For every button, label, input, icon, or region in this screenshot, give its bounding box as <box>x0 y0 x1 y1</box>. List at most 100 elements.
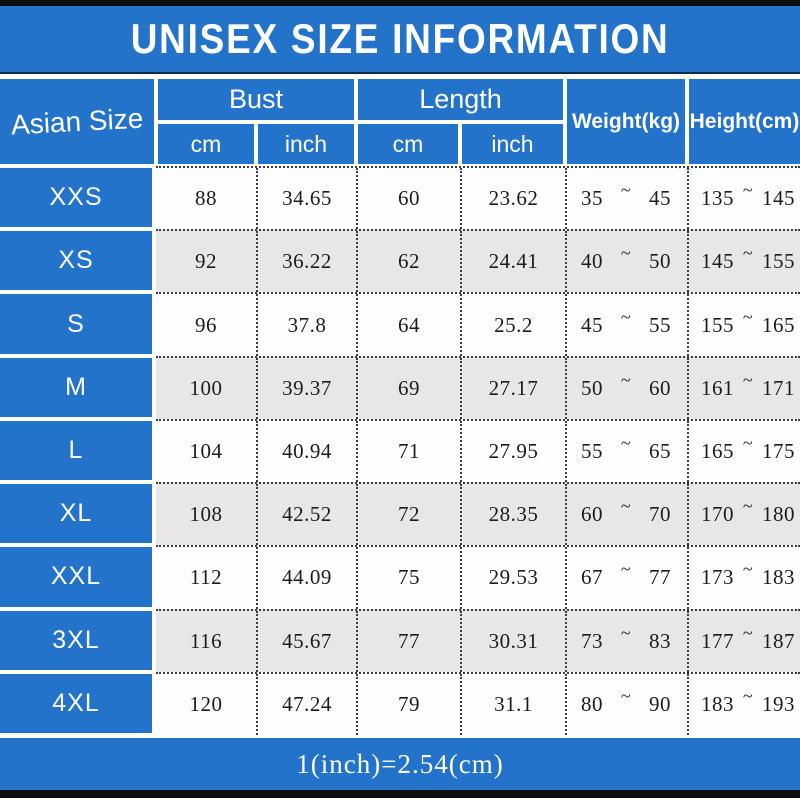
height-range: 161 ~ 171 <box>687 357 800 419</box>
row-values: 112 44.09 75 29.53 67 ~ 77 173 ~ 183 <box>156 545 800 609</box>
bust-cm-value: 100 <box>189 375 223 400</box>
weight-range: 67 ~ 77 <box>565 547 687 609</box>
tilde-separator: ~ <box>620 496 632 517</box>
weight-max-value: 55 <box>649 312 671 337</box>
height-range: 170 ~ 180 <box>687 484 800 546</box>
tilde-separator: ~ <box>620 432 632 453</box>
weight-max-value: 50 <box>649 249 671 274</box>
weight-range: 55 ~ 65 <box>565 420 687 483</box>
length-cm-value: 75 <box>356 547 460 609</box>
table-row: XXL 112 44.09 75 29.53 67 ~ 77 173 ~ 183 <box>0 545 800 609</box>
bust-cm-value: 116 <box>189 628 223 653</box>
row-values: 116 45.67 77 30.31 73 ~ 83 177 ~ 187 <box>156 608 800 672</box>
bust-cm-value: 104 <box>189 438 223 463</box>
length-inch-value: 24.41 <box>460 231 565 293</box>
bust-cm-value: 96 <box>195 312 217 337</box>
row-values: 100 39.37 69 27.17 50 ~ 60 161 ~ 171 <box>156 355 800 419</box>
height-min-value: 161 <box>701 375 734 400</box>
height-max-value: 193 <box>762 691 795 716</box>
height-range: 155 ~ 165 <box>687 294 800 356</box>
height-min-value: 145 <box>701 249 734 274</box>
weight-max-value: 70 <box>649 502 671 527</box>
table-body: XXS 88 34.65 60 23.62 35 ~ 45 135 ~ 145 … <box>0 166 800 735</box>
tilde-separator: ~ <box>620 306 632 327</box>
header-asian-size: Asian Size <box>0 77 156 166</box>
length-inch-value: 27.17 <box>460 357 565 419</box>
table-row: XL 108 42.52 72 28.35 60 ~ 70 170 ~ 180 <box>0 482 800 546</box>
header-bust-inch: inch <box>256 122 356 166</box>
length-inch-value: 25.2 <box>460 294 565 356</box>
table-row: S 96 37.8 64 25.2 45 ~ 55 155 ~ 165 <box>0 292 800 356</box>
length-cm-value: 72 <box>356 484 460 546</box>
table-row: M 100 39.37 69 27.17 50 ~ 60 161 ~ 171 <box>0 355 800 419</box>
tilde-separator: ~ <box>742 180 754 201</box>
height-min-value: 135 <box>701 186 734 211</box>
row-values: 104 40.94 71 27.95 55 ~ 65 165 ~ 175 <box>156 418 800 483</box>
weight-min-value: 35 <box>581 186 603 211</box>
weight-min-value: 40 <box>581 249 603 274</box>
size-label: XXL <box>0 547 152 607</box>
bust-cm-value: 120 <box>189 691 223 716</box>
height-range: 145 ~ 155 <box>687 231 800 293</box>
size-cell-wrap: S <box>0 292 156 356</box>
weight-max-value: 65 <box>649 438 671 463</box>
height-min-value: 177 <box>701 628 734 653</box>
weight-max-value: 77 <box>649 565 671 590</box>
weight-range: 45 ~ 55 <box>565 294 687 356</box>
size-label: 4XL <box>0 673 152 733</box>
weight-range: 50 ~ 60 <box>565 357 687 419</box>
bust-inch-value: 42.52 <box>256 484 356 546</box>
header-bust-cm: cm <box>156 122 256 166</box>
header-length-cm: cm <box>356 122 460 166</box>
conversion-note: 1(inch)=2.54(cm) <box>296 748 504 779</box>
size-label: XS <box>0 231 152 291</box>
height-max-value: 145 <box>762 186 795 211</box>
height-min-value: 165 <box>701 438 734 463</box>
height-max-value: 171 <box>762 375 795 400</box>
weight-min-value: 80 <box>581 691 603 716</box>
header-asian-size-label: Asian Size <box>10 102 144 140</box>
bust-inch-value: 39.37 <box>256 357 356 419</box>
tilde-separator: ~ <box>620 685 632 706</box>
height-max-value: 155 <box>762 249 795 274</box>
size-cell-wrap: XXS <box>0 166 156 230</box>
row-values: 96 37.8 64 25.2 45 ~ 55 155 ~ 165 <box>156 292 800 356</box>
size-label: XXS <box>0 168 152 228</box>
weight-range: 80 ~ 90 <box>565 673 687 735</box>
weight-range: 73 ~ 83 <box>565 610 687 672</box>
table-header: Asian Size Bust Length Weight(kg) Height… <box>0 74 800 166</box>
size-label: M <box>0 357 152 417</box>
row-values: 92 36.22 62 24.41 40 ~ 50 145 ~ 155 <box>156 229 800 293</box>
weight-min-value: 60 <box>581 502 603 527</box>
height-max-value: 187 <box>762 628 795 653</box>
top-border-strip <box>0 0 800 6</box>
length-cm-value: 79 <box>356 673 460 735</box>
tilde-separator: ~ <box>620 622 632 643</box>
height-range: 173 ~ 183 <box>687 547 800 609</box>
tilde-separator: ~ <box>742 306 754 327</box>
bust-cm-value: 112 <box>189 565 223 590</box>
tilde-separator: ~ <box>620 243 632 264</box>
size-cell-wrap: XXL <box>0 545 156 609</box>
table-row: 3XL 116 45.67 77 30.31 73 ~ 83 177 ~ 187 <box>0 608 800 672</box>
size-label: L <box>0 420 152 481</box>
length-cm-value: 62 <box>356 231 460 293</box>
bust-inch-value: 36.22 <box>256 231 356 293</box>
bust-cm-value: 108 <box>189 502 223 527</box>
bust-inch-value: 45.67 <box>256 610 356 672</box>
weight-max-value: 90 <box>649 691 671 716</box>
height-max-value: 183 <box>762 565 795 590</box>
length-inch-value: 29.53 <box>460 547 565 609</box>
size-cell-wrap: 4XL <box>0 671 156 735</box>
size-cell-wrap: M <box>0 355 156 419</box>
height-range: 165 ~ 175 <box>687 420 800 483</box>
header-length: Length <box>356 77 565 122</box>
tilde-separator: ~ <box>620 369 632 390</box>
table-row: L 104 40.94 71 27.95 55 ~ 65 165 ~ 175 <box>0 418 800 483</box>
height-min-value: 173 <box>701 565 734 590</box>
tilde-separator: ~ <box>742 559 754 580</box>
title-band: UNISEX SIZE INFORMATION <box>0 6 800 74</box>
height-max-value: 165 <box>762 312 795 337</box>
length-inch-value: 27.95 <box>460 420 565 483</box>
size-label: XL <box>0 484 152 544</box>
